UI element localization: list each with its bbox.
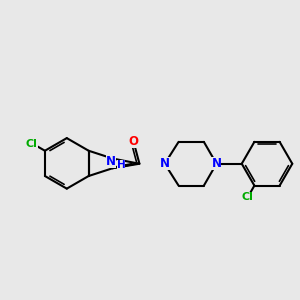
Text: Cl: Cl [242, 192, 254, 202]
Text: H: H [117, 160, 125, 170]
Text: O: O [128, 135, 139, 148]
Text: N: N [160, 157, 170, 170]
Text: Cl: Cl [26, 139, 38, 149]
Text: N: N [106, 155, 116, 168]
Text: N: N [212, 157, 221, 170]
